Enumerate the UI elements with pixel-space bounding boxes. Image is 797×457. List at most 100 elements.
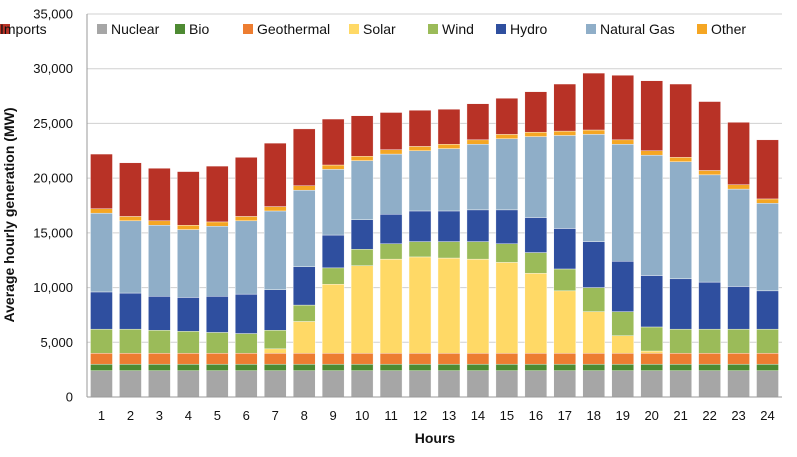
bar-segment-solar: [264, 348, 287, 354]
bar-segment-hydro: [611, 261, 634, 312]
bar-segment-natural-gas: [177, 229, 200, 298]
legend-label: Nuclear: [111, 21, 160, 37]
bar-segment-imports: [408, 110, 432, 147]
bar-segment-imports: [90, 153, 113, 209]
bar-segment-hydro: [148, 296, 171, 331]
bar-segment-hydro: [669, 278, 692, 330]
bar-segment-bio: [177, 363, 200, 371]
x-tick-label: 10: [355, 408, 369, 423]
legend-label: Wind: [442, 21, 474, 37]
bar-segment-natural-gas: [495, 138, 519, 211]
bar-segment-imports: [148, 168, 171, 222]
bar-segment-bio: [698, 363, 721, 371]
bar-segment-imports: [611, 75, 634, 141]
x-tick-label: 15: [500, 408, 514, 423]
bar-segment-other: [611, 139, 634, 145]
bar-segment-other: [177, 224, 200, 230]
bar-segment-imports: [177, 171, 200, 226]
bar-segment-wind: [148, 330, 171, 354]
bar-segment-other: [495, 134, 519, 139]
bar-segment-geothermal: [495, 353, 519, 365]
bar-segment-natural-gas: [611, 144, 634, 262]
axes: [86, 14, 782, 398]
x-tick-label: 16: [529, 408, 543, 423]
legend-label: Imports: [0, 21, 47, 37]
bar-segment-bio: [264, 363, 287, 371]
bar-segment-hydro: [553, 228, 577, 270]
bar-segment-solar: [350, 265, 374, 354]
bar-segment-imports: [553, 83, 577, 132]
bar-segment-imports: [379, 112, 403, 150]
legend-swatch: [175, 24, 185, 34]
bar-segment-hydro: [524, 217, 548, 253]
bar-segment-nuclear: [640, 370, 663, 398]
bar-segment-geothermal: [148, 353, 171, 365]
x-tick-label: 24: [760, 408, 774, 423]
x-tick-label: 17: [558, 408, 572, 423]
x-tick-label: 22: [702, 408, 716, 423]
bar-segment-natural-gas: [321, 169, 345, 236]
bar-segment-bio: [148, 363, 171, 371]
legend-swatch: [428, 24, 438, 34]
bar-segment-nuclear: [524, 370, 548, 398]
bar-segment-hydro: [350, 219, 374, 250]
x-tick-label: 8: [301, 408, 308, 423]
bar-segment-solar: [553, 290, 577, 354]
bar-segment-geothermal: [90, 353, 113, 365]
bar-segment-nuclear: [379, 370, 403, 398]
bar-segment-imports: [495, 98, 519, 135]
bar-segment-nuclear: [350, 370, 374, 398]
bar-segment-wind: [582, 287, 605, 312]
bar-segment-other: [292, 185, 316, 191]
bar-segment-imports: [727, 122, 750, 185]
bar-segment-bio: [727, 363, 750, 371]
bar-segment-natural-gas: [408, 150, 432, 212]
bar-segment-bio: [206, 363, 229, 371]
bar-segment-other: [466, 139, 490, 145]
bar-segment-hydro: [264, 289, 287, 331]
bar-segment-other: [524, 131, 548, 137]
y-tick-label: 30,000: [33, 61, 73, 76]
bar-segment-imports: [321, 118, 345, 166]
bar-segment-hydro: [379, 214, 403, 245]
x-axis-title: Hours: [415, 430, 456, 446]
bar-segment-hydro: [292, 266, 316, 306]
bar-segment-hydro: [408, 210, 432, 242]
bar-segment-geothermal: [727, 353, 750, 365]
bar-segment-imports: [466, 103, 490, 141]
bar-segment-bio: [640, 363, 663, 371]
bar-segment-nuclear: [292, 370, 316, 398]
bar-segment-hydro: [495, 209, 519, 244]
bar-segment-nuclear: [206, 370, 229, 398]
bar-segment-wind: [756, 328, 779, 354]
bar-segment-imports: [264, 142, 287, 207]
bar-segment-imports: [235, 157, 258, 217]
bar-segment-imports: [292, 128, 316, 187]
bar-segment-other: [756, 198, 779, 204]
bar-segment-other: [582, 129, 605, 135]
bar-segment-wind: [553, 268, 577, 292]
bar-segment-other: [727, 184, 750, 190]
legend-swatch: [586, 24, 596, 34]
bar-segment-nuclear: [148, 370, 171, 398]
x-tick-label: 23: [731, 408, 745, 423]
legend: Nuclear Bio Geothermal Solar Wind Hydro Natura…: [0, 21, 746, 37]
bar-segment-wind: [206, 332, 229, 354]
bar-segment-nuclear: [698, 370, 721, 398]
bar-segment-wind: [495, 243, 519, 263]
y-tick-label: 20,000: [33, 171, 73, 186]
legend-label: Bio: [189, 21, 209, 37]
bar-segment-bio: [495, 363, 519, 371]
bar-segment-wind: [321, 267, 345, 285]
y-tick-label: 25,000: [33, 116, 73, 131]
bar-segment-other: [640, 150, 663, 156]
x-tick-label: 5: [214, 408, 221, 423]
x-tick-label: 9: [330, 408, 337, 423]
bar-segment-geothermal: [350, 353, 374, 365]
bar-segment-geothermal: [756, 353, 779, 365]
bar-segment-natural-gas: [669, 161, 692, 280]
bar-segment-other: [206, 221, 229, 227]
bar-segment-bio: [235, 363, 258, 371]
x-tick-label: 18: [587, 408, 601, 423]
legend-swatch: [496, 24, 506, 34]
